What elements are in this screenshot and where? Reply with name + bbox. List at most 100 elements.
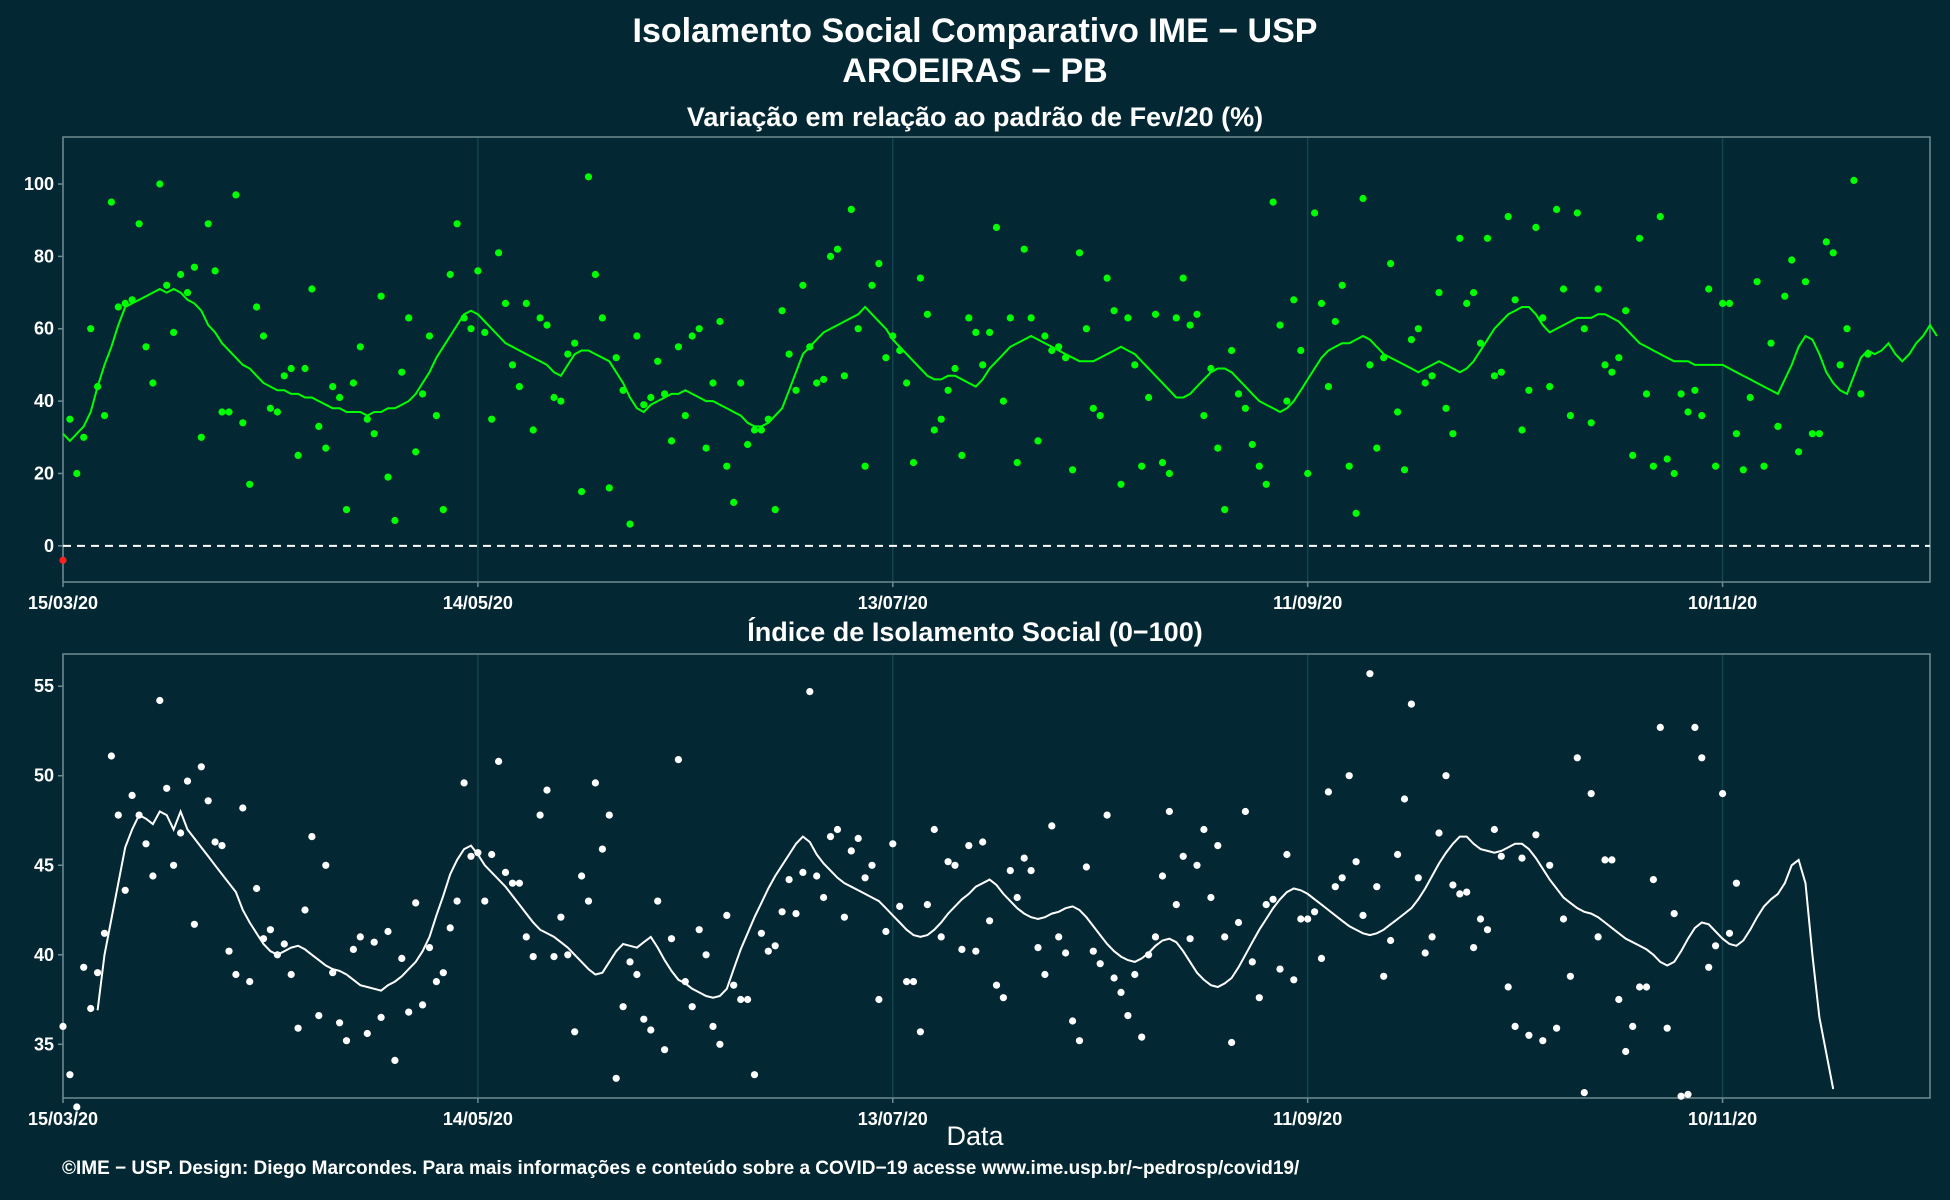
panel2-data-point (1283, 850, 1291, 859)
panel1-data-point (944, 386, 952, 394)
panel1-data-point (695, 325, 703, 333)
panel1-data-point (909, 459, 918, 467)
panel1-data-point (1255, 462, 1263, 470)
panel1-data-point (149, 379, 157, 387)
panel1-data-point (1608, 368, 1616, 376)
panel2-data-point (1020, 854, 1028, 862)
panel2-data-point (709, 1022, 717, 1030)
panel1-data-point (329, 383, 337, 391)
panel2-data-point (1656, 723, 1664, 732)
panel1-data-point (1186, 321, 1194, 329)
panel2-data-point (1276, 965, 1284, 973)
panel1-x-tick-label: 13/07/20 (858, 593, 928, 613)
panel1-data-point (1753, 278, 1761, 286)
panel2-data-point (1684, 1090, 1692, 1098)
panel2-data-point (640, 1015, 648, 1023)
panel1-data-point (1276, 321, 1284, 329)
panel1-data-point (785, 350, 793, 358)
panel1-data-point (536, 314, 544, 322)
panel1-data-point (1788, 256, 1796, 264)
panel2-y-tick-label: 35 (34, 1034, 54, 1054)
panel2-data-point (598, 845, 607, 853)
panel2-data-point (522, 933, 530, 941)
panel1-data-point (1283, 397, 1291, 405)
panel1-data-point (1407, 336, 1415, 344)
panel2-data-point (667, 935, 676, 943)
panel1-data-point (508, 361, 517, 369)
panel1-data-point (1801, 278, 1810, 286)
panel2-data-point (266, 926, 274, 934)
panel1-y-tick-label: 100 (24, 174, 54, 194)
panel1-data-point (958, 451, 966, 459)
panel1-data-point (1843, 325, 1851, 333)
panel1-data-point (190, 263, 198, 271)
panel2-data-point (197, 763, 205, 771)
panel2-data-point (571, 1028, 579, 1036)
panel2-data-point (1158, 872, 1167, 880)
panel2-data-point (204, 797, 212, 805)
panel1-data-point (1179, 274, 1187, 282)
panel2-data-point (1387, 936, 1395, 945)
panel2-data-point (688, 1003, 696, 1011)
panel1-data-point (287, 364, 295, 373)
panel2-data-point (564, 951, 572, 959)
panel1-data-point (1075, 249, 1084, 257)
panel1-data-point (1317, 299, 1326, 307)
panel1-data-point (1449, 430, 1457, 438)
panel1-data-point (792, 386, 800, 394)
panel1-data-point (1504, 213, 1512, 221)
panel1-data-point (605, 484, 613, 492)
panel2-data-point (1449, 881, 1457, 889)
panel2-data-point (1421, 949, 1429, 957)
panel2-data-point (1622, 1047, 1630, 1056)
panel1-data-point (979, 361, 987, 369)
panel2-data-point (308, 833, 316, 841)
panel2-data-point (944, 858, 952, 866)
panel2-data-point (861, 874, 869, 882)
panel2-data-point (1400, 795, 1409, 803)
panel2-data-point (529, 953, 537, 961)
panel2-data-point (591, 779, 600, 787)
panel2-data-point (1546, 861, 1554, 869)
panel2-data-point (1069, 1017, 1077, 1025)
panel2-data-point (875, 995, 883, 1004)
panel1-data-point (280, 372, 288, 380)
panel2-data-point (1698, 754, 1706, 762)
panel2-data-point (190, 920, 198, 928)
panel1-data-point (543, 321, 551, 329)
panel1-data-point (515, 383, 524, 391)
panel2-data-point (785, 876, 793, 884)
panel1-data-point (937, 415, 945, 423)
panel2-data-point (1601, 856, 1609, 864)
panel1-data-point (1241, 404, 1249, 412)
panel1-data-point (1145, 393, 1153, 402)
panel1-data-point (1636, 234, 1644, 242)
panel2-data-point (1580, 1089, 1588, 1097)
panel2-data-point (799, 868, 807, 877)
panel1-data-point (266, 404, 274, 412)
panel1-data-point (1573, 209, 1581, 217)
panel1-data-point (1822, 238, 1830, 246)
panel2-data-point (626, 958, 634, 966)
panel2-data-point (1539, 1037, 1547, 1045)
panel1-data-point (1165, 469, 1173, 478)
panel2-data-point (557, 913, 565, 921)
panel2-data-point (294, 1024, 302, 1032)
panel1-data-point (294, 451, 302, 459)
panel1-data-point (1338, 281, 1346, 289)
panel2-data-point (1338, 874, 1346, 882)
panel1-data-point (1248, 440, 1256, 449)
panel2-data-point (674, 756, 683, 764)
panel1-data-point (211, 267, 219, 275)
panel1-data-point (723, 462, 731, 470)
panel2-data-point (654, 897, 662, 905)
panel1-data-point (467, 325, 475, 333)
panel2-data-point (1103, 811, 1111, 819)
panel2-data-point (1193, 861, 1201, 869)
panel1-data-point (156, 180, 164, 188)
panel2-data-point (342, 1037, 351, 1045)
panel1-x-tick-label: 14/05/20 (443, 593, 513, 613)
panel2-y-tick-label: 50 (34, 766, 54, 786)
panel1-x-tick-label: 10/11/20 (1688, 593, 1757, 613)
panel1-data-point (1463, 299, 1471, 307)
